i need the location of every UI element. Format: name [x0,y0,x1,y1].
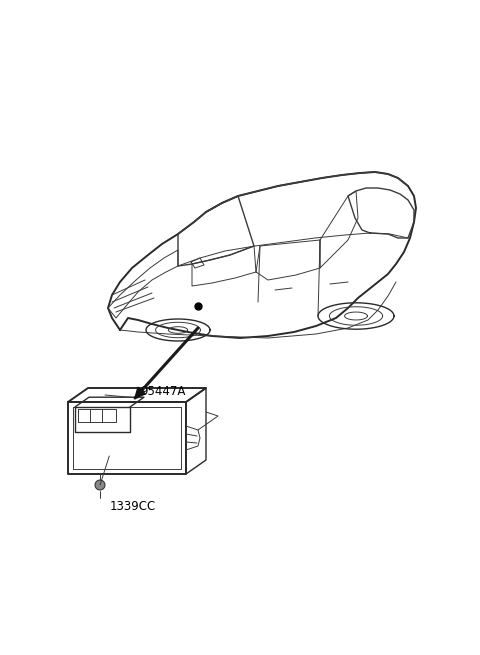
Text: 95447A: 95447A [140,385,185,398]
Circle shape [95,480,105,490]
Text: 1339CC: 1339CC [110,500,156,513]
Polygon shape [135,387,145,398]
